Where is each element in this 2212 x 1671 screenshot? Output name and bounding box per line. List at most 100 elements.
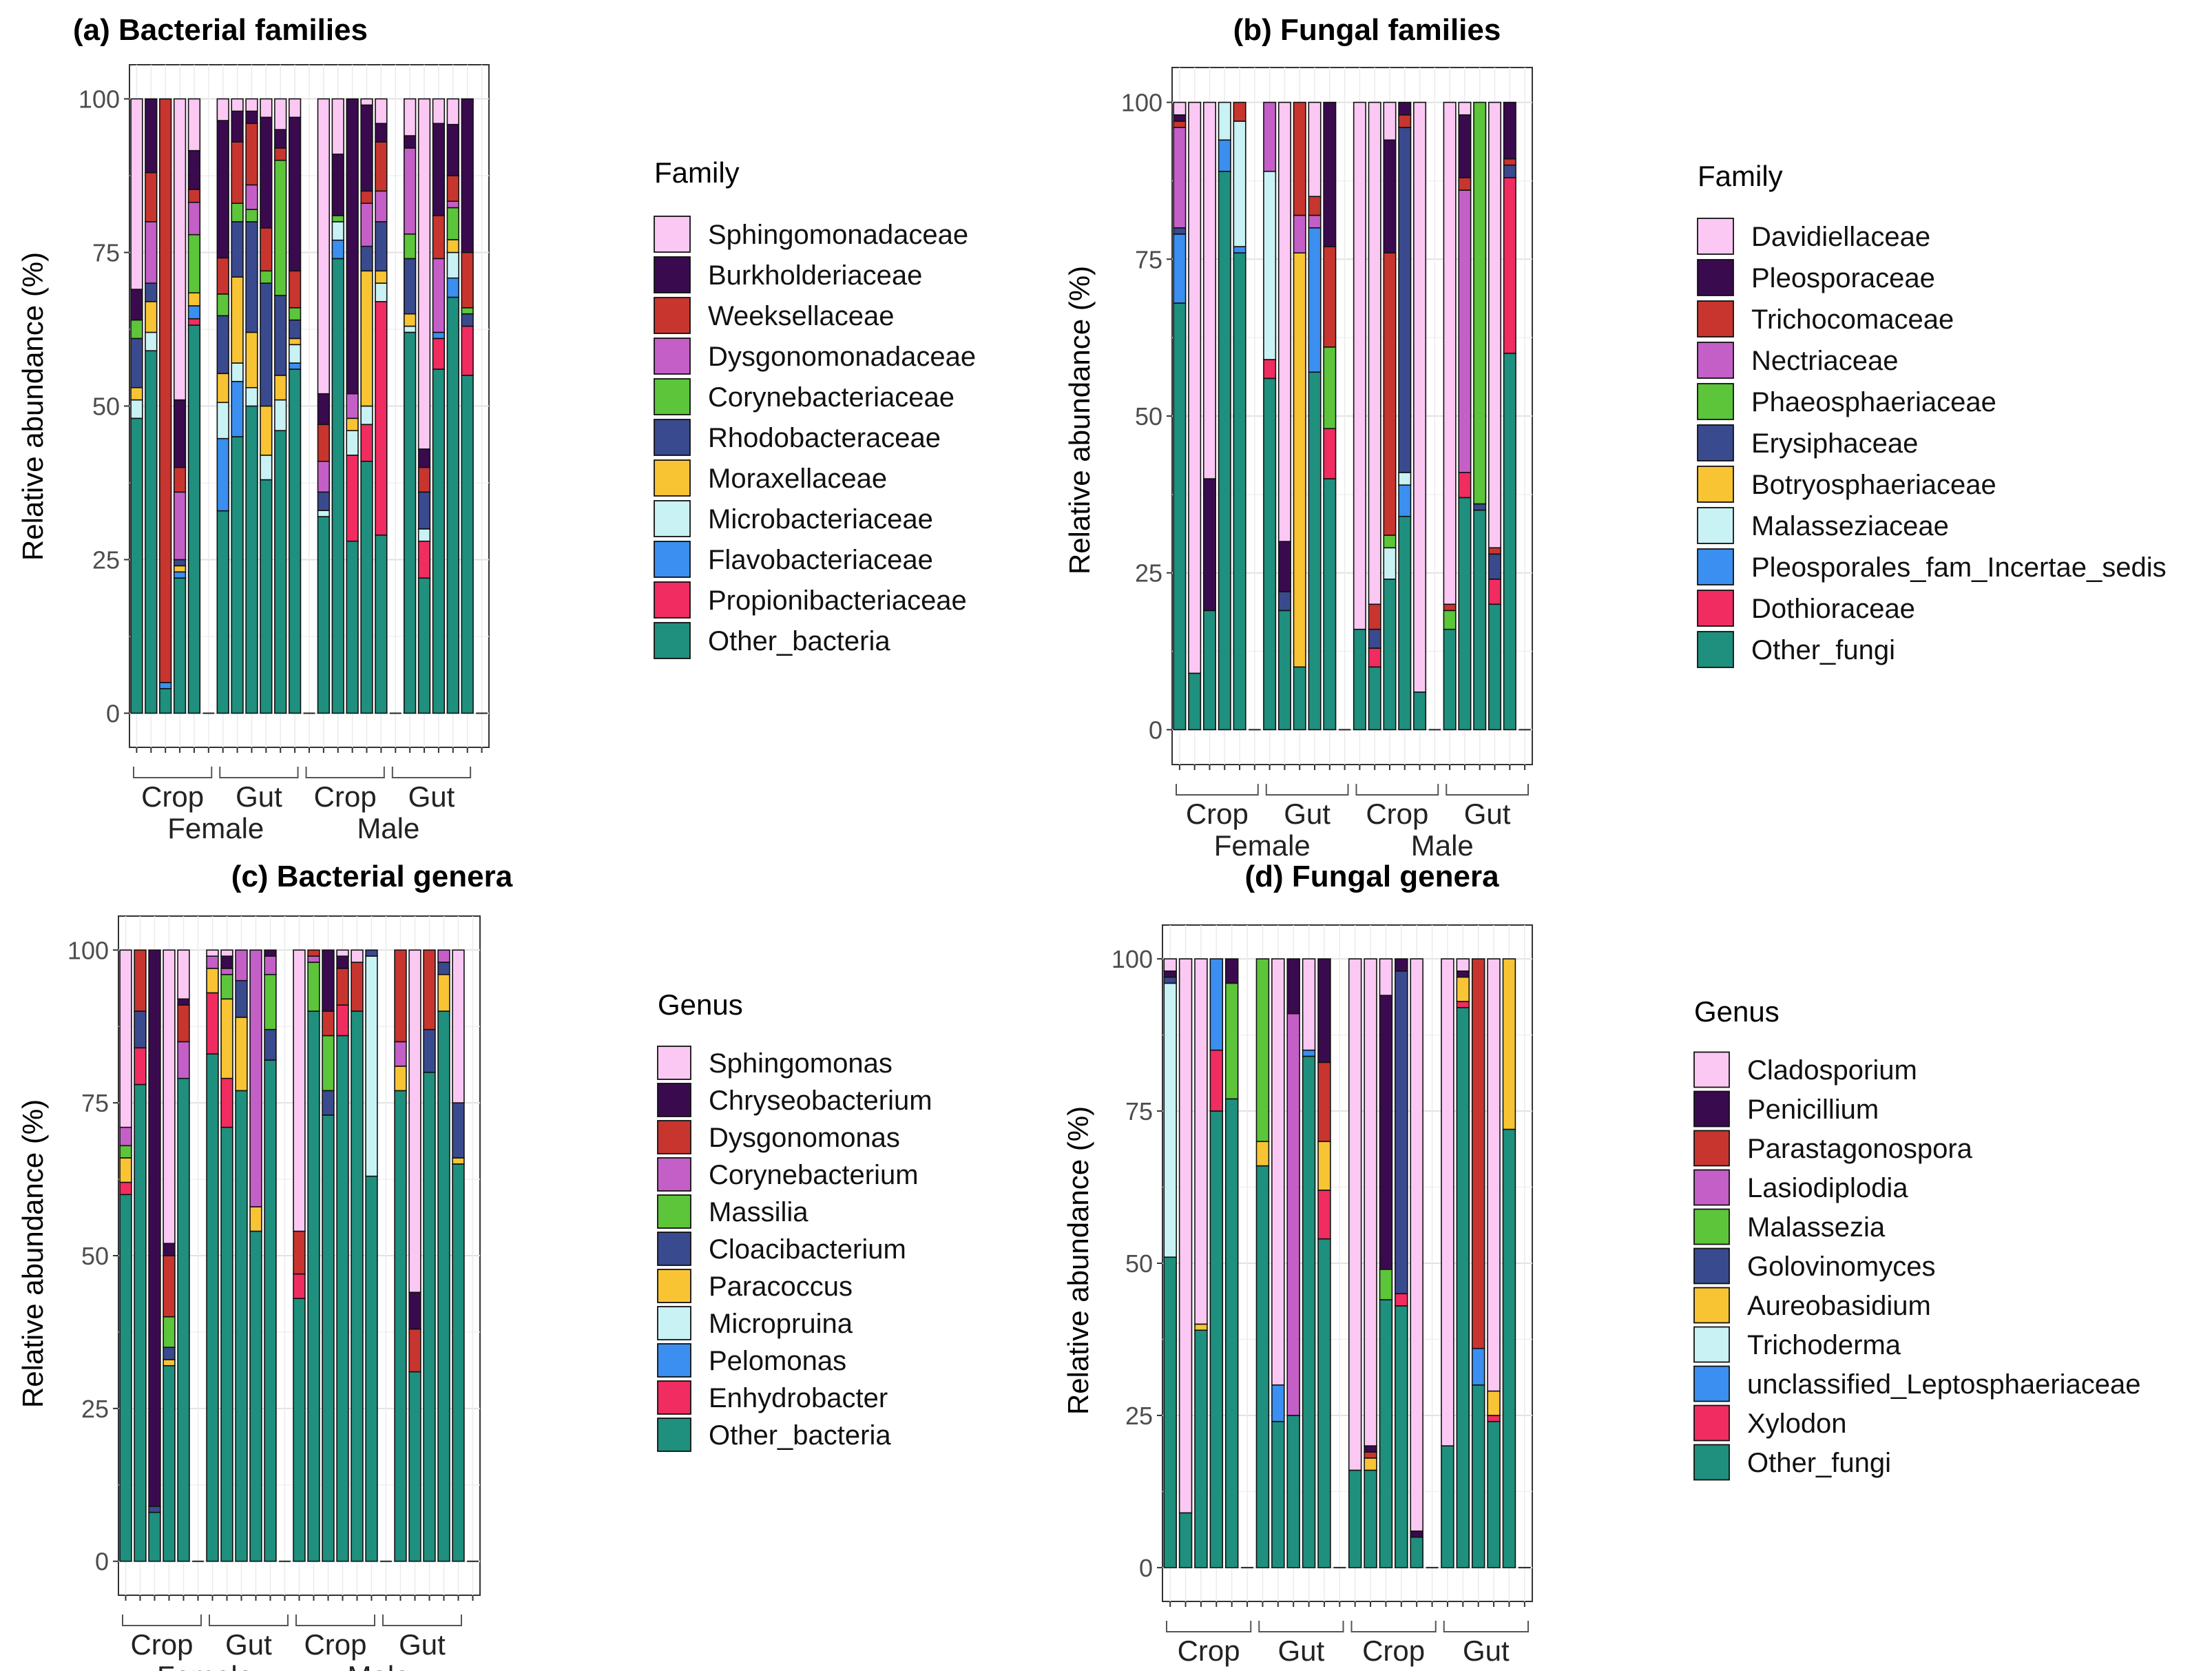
bar-segment-corynebacteriaceae (231, 203, 244, 222)
bar-segment-weeksellaceae (274, 147, 287, 161)
bar-segment-sphingomonas (119, 949, 132, 1128)
bar-segment-phaeosphaeriaceae (1443, 610, 1457, 630)
bar-segment-flavobacteriaceae (216, 437, 229, 512)
bar-segment-weeksellaceae (461, 251, 474, 309)
bar-segment-corynebacterium (177, 1041, 190, 1079)
bar-segment-other_fungi (1364, 1469, 1377, 1568)
legend-swatch (654, 297, 691, 334)
bar-segment-cladosporium (1441, 958, 1454, 1446)
bar-segment-other_fungi (1188, 672, 1202, 731)
bar-segment-other_bacteria (235, 1090, 248, 1562)
bar-segment-other_bacteria (177, 1077, 190, 1562)
bar-segment-penicillium (1379, 995, 1393, 1270)
legend-label: Massilia (709, 1197, 808, 1227)
bar-segment-aureobasidium (1487, 1390, 1501, 1416)
bar-segment-other_fungi (1413, 691, 1427, 731)
y-tick-label: 0 (106, 699, 120, 727)
bar-segment-cloacibacterium (134, 1010, 147, 1049)
legend-label: Aureobasidium (1747, 1291, 1931, 1321)
legend-label: Sphingomonadaceae (708, 220, 968, 250)
bar-segment-weeksellaceae (375, 141, 388, 192)
bar-segment-pleosporaceae (1323, 101, 1337, 247)
legend-label: unclassified_Leptosphaeriaceae (1747, 1369, 2141, 1400)
legend-title: Family (1698, 160, 1783, 192)
tissue-label: Crop (1186, 798, 1249, 830)
bar-segment-pleosporales_fam_incertae_sedis (1398, 484, 1412, 517)
group-bracket (382, 1615, 462, 1626)
y-tick-label: 50 (92, 393, 120, 421)
y-tick-label: 0 (1139, 1554, 1153, 1582)
bar-segment-propionibacteriaceae (461, 325, 474, 376)
bar-segment-enhydrobacter (206, 992, 219, 1055)
legend-swatch (657, 1343, 691, 1378)
bar-segment-other_fungi (1353, 628, 1366, 731)
bar-segment-other_fungi (1302, 1055, 1316, 1568)
bar-segment-other_bacteria (317, 516, 331, 714)
bar-segment-other_fungi (1383, 579, 1397, 731)
bar-segment-sphingomonas (206, 949, 219, 957)
bar-segment-paracoccus (163, 1359, 176, 1367)
bar-segment-sphingomonadaceae (317, 98, 331, 395)
bar-segment-other_fungi (1286, 1415, 1300, 1568)
bar-segment-xylodon (1456, 1001, 1470, 1008)
bar-segment-paracoccus (235, 1017, 248, 1092)
bar-segment-propionibacteriaceae (360, 424, 373, 462)
bar-segment-other_bacteria (404, 331, 417, 714)
bar-segment-corynebacteriaceae (404, 233, 417, 260)
y-axis-title: Relative abundance (%) (1062, 1106, 1094, 1415)
panel-title: (c) Bacterial genera (231, 860, 513, 893)
bar-segment-flavobacteriaceae (288, 362, 302, 370)
bar-segment-dysgonomonadaceae (317, 460, 331, 493)
bar-segment-weeksellaceae (216, 257, 229, 295)
bar-segment-pleosporaceae (1383, 139, 1397, 253)
bar-segment-phaeosphaeriaceae (1323, 346, 1337, 430)
tissue-label: Gut (225, 1628, 272, 1661)
bar-segment-trichocomaceae (1323, 246, 1337, 348)
tissue-label: Crop (304, 1628, 366, 1661)
bar-segment-trichocomaceae (1503, 158, 1516, 166)
bar-segment-chryseobacterium (322, 949, 335, 1012)
y-tick-label: 50 (1135, 402, 1162, 430)
sex-label: Male (1408, 1666, 1471, 1671)
bar-segment-other_bacteria (331, 258, 344, 714)
bar-segment-burkholderiaceae (446, 123, 459, 176)
bar-segment-burkholderiaceae (130, 289, 143, 321)
bar-segment-penicillium (1286, 958, 1300, 1015)
sex-label: Male (1411, 829, 1474, 862)
legend-swatch (657, 1269, 691, 1303)
bar-segment-dysgonomonadaceae (375, 190, 388, 222)
bar-segment-burkholderiaceae (245, 110, 258, 125)
bar-segment-other_fungi (1395, 1305, 1408, 1568)
legend: Family Davidiellaceae Pleosporaceae Trichoc… (1697, 160, 2167, 668)
bar-segment-other_fungi (1224, 1098, 1239, 1568)
bar-segment-erysiphaceae (1368, 628, 1381, 649)
y-tick-label: 25 (81, 1395, 109, 1423)
bar-segment-other_fungi (1348, 1469, 1362, 1568)
bar-segment-weeksellaceae (432, 215, 446, 260)
legend-swatch (1693, 1169, 1730, 1206)
bar-segment-parastagonospora (1317, 1061, 1331, 1143)
bar-segment-davidiellaceae (1353, 101, 1366, 630)
bar-segment-other_fungi (1443, 628, 1457, 731)
bar-segment-other_bacteria (130, 417, 143, 714)
bar-segment-unclassified_leptosphaeriaceae (1302, 1049, 1316, 1057)
y-tick-label: 25 (1125, 1402, 1153, 1430)
legend-label: Dothioraceae (1751, 594, 1915, 624)
bar-segment-corynebacterium (307, 955, 320, 963)
bar-segment-enhydrobacter (293, 1273, 306, 1299)
bar-segment-cladosporium (1379, 958, 1393, 996)
bar-segment-other_fungi (1293, 666, 1306, 731)
bar-segment-weeksellaceae (317, 424, 331, 462)
bar-segment-other_bacteria (220, 1126, 233, 1562)
bar-segment-other_bacteria (360, 460, 373, 714)
legend-label: Sphingomonas (709, 1048, 893, 1079)
bar-segment-phaeosphaeriaceae (1383, 534, 1397, 549)
bar-segment-sphingomonadaceae (404, 98, 417, 136)
bar-segment-burkholderiaceae (187, 149, 201, 190)
bar-segment-cladosporium (1302, 958, 1316, 1051)
bar-segment-dysgonomonas (163, 1255, 176, 1318)
bar-segment-nectriaceae (1263, 101, 1277, 172)
bar-segment-dothioraceae (1488, 579, 1502, 605)
bar-segment-dysgonomonas (307, 949, 320, 957)
legend-swatch (1693, 1444, 1730, 1481)
